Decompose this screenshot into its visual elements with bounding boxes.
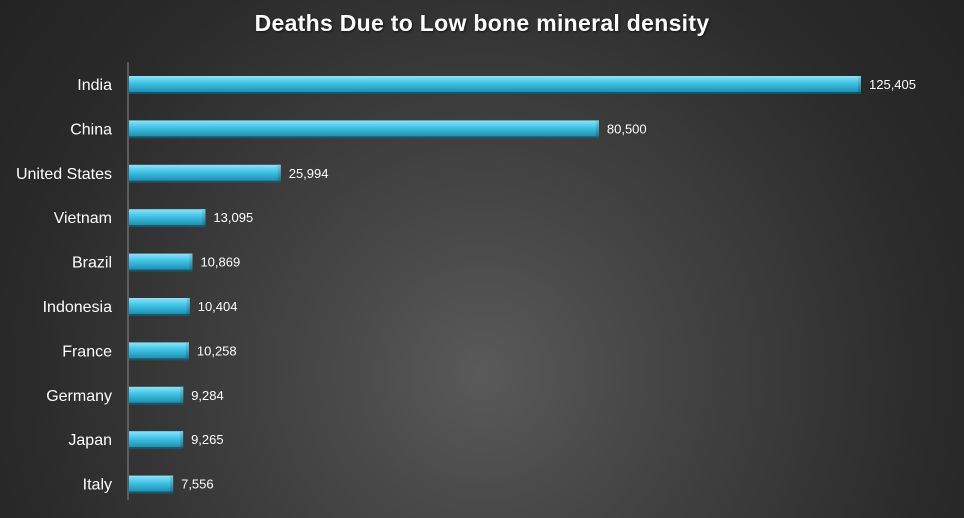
value-label: 80,500 bbox=[607, 121, 647, 136]
value-label: 13,095 bbox=[213, 210, 253, 225]
value-label: 10,258 bbox=[197, 343, 237, 358]
bar-shadow bbox=[129, 402, 184, 405]
bar-end-cap bbox=[186, 298, 190, 314]
bar-shadow bbox=[129, 314, 190, 316]
category-label: France bbox=[62, 343, 112, 360]
value-label: 125,405 bbox=[869, 77, 916, 92]
category-label: Vietnam bbox=[54, 210, 112, 227]
bar-end-cap bbox=[180, 386, 184, 403]
bar-france bbox=[129, 342, 189, 359]
value-label: 10,869 bbox=[200, 255, 240, 270]
bar-shadow bbox=[129, 491, 174, 494]
bar-end-cap bbox=[185, 342, 189, 359]
bar-shadow bbox=[129, 358, 189, 361]
bar-end-cap bbox=[180, 431, 184, 448]
bar-brazil bbox=[129, 253, 193, 270]
bar-shadow bbox=[129, 180, 281, 183]
category-label: Japan bbox=[68, 432, 112, 449]
bar-vietnam bbox=[129, 209, 206, 226]
bar-end-cap bbox=[202, 209, 206, 226]
bar-end-cap bbox=[277, 164, 281, 181]
category-label: China bbox=[70, 121, 112, 138]
bar-shadow bbox=[129, 136, 599, 139]
bar-shadow bbox=[129, 225, 206, 228]
value-label: 25,994 bbox=[289, 166, 329, 181]
bar-united-states bbox=[129, 164, 281, 181]
chart-title: Deaths Due to Low bone mineral density bbox=[254, 10, 710, 36]
bar-indonesia bbox=[129, 298, 190, 314]
bar-end-cap bbox=[170, 475, 174, 492]
category-label: Brazil bbox=[72, 255, 112, 272]
category-label: United States bbox=[16, 166, 112, 183]
value-label: 9,265 bbox=[191, 432, 224, 447]
bar-end-cap bbox=[858, 76, 861, 92]
bar-end-cap bbox=[189, 253, 193, 270]
category-label: Indonesia bbox=[43, 299, 112, 316]
category-label: Italy bbox=[83, 477, 112, 494]
category-label: Germany bbox=[46, 388, 112, 405]
value-label: 10,404 bbox=[198, 299, 238, 314]
bar-germany bbox=[129, 386, 184, 403]
bar-india bbox=[129, 76, 861, 92]
value-label: 7,556 bbox=[181, 477, 214, 492]
category-label: India bbox=[77, 77, 112, 94]
bar-end-cap bbox=[595, 120, 599, 137]
bar-italy bbox=[129, 475, 174, 492]
bar-china bbox=[129, 120, 599, 137]
bar-shadow bbox=[129, 447, 184, 450]
bar-shadow bbox=[129, 269, 193, 272]
bar-shadow bbox=[129, 92, 861, 94]
value-label: 9,284 bbox=[191, 388, 224, 403]
bar-japan bbox=[129, 431, 184, 448]
